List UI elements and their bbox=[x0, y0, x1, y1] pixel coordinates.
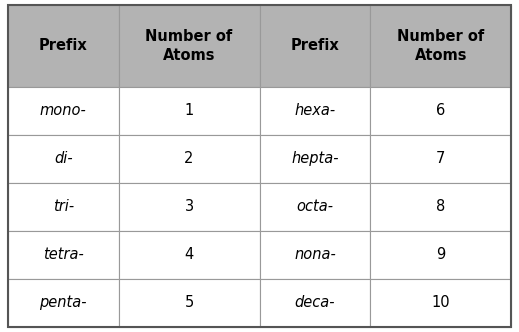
Bar bbox=[118, 279, 260, 327]
Bar bbox=[260, 5, 370, 87]
Text: 4: 4 bbox=[184, 247, 194, 262]
Bar bbox=[260, 135, 370, 183]
Text: 5: 5 bbox=[184, 295, 194, 310]
Text: Number of
Atoms: Number of Atoms bbox=[397, 29, 484, 63]
Text: Number of
Atoms: Number of Atoms bbox=[145, 29, 233, 63]
Text: di-: di- bbox=[54, 151, 73, 166]
Bar bbox=[8, 87, 118, 135]
Bar bbox=[370, 87, 511, 135]
Bar bbox=[118, 231, 260, 279]
Text: 8: 8 bbox=[436, 199, 445, 214]
Bar bbox=[118, 135, 260, 183]
Text: 9: 9 bbox=[436, 247, 445, 262]
Text: 6: 6 bbox=[436, 103, 445, 118]
Text: Prefix: Prefix bbox=[39, 38, 88, 53]
Bar bbox=[260, 183, 370, 231]
Text: 2: 2 bbox=[184, 151, 194, 166]
Bar bbox=[8, 183, 118, 231]
Text: hepta-: hepta- bbox=[291, 151, 338, 166]
Bar bbox=[8, 231, 118, 279]
Text: 1: 1 bbox=[184, 103, 194, 118]
Bar bbox=[370, 231, 511, 279]
Text: 7: 7 bbox=[436, 151, 445, 166]
Bar bbox=[370, 135, 511, 183]
Text: 10: 10 bbox=[431, 295, 450, 310]
Bar bbox=[118, 183, 260, 231]
Bar bbox=[8, 279, 118, 327]
Bar bbox=[118, 87, 260, 135]
Text: 3: 3 bbox=[184, 199, 194, 214]
Bar bbox=[8, 135, 118, 183]
Bar bbox=[370, 183, 511, 231]
Text: Prefix: Prefix bbox=[291, 38, 339, 53]
Bar bbox=[260, 87, 370, 135]
Text: tri-: tri- bbox=[52, 199, 74, 214]
Bar bbox=[260, 279, 370, 327]
Bar bbox=[260, 231, 370, 279]
Bar bbox=[370, 5, 511, 87]
Text: penta-: penta- bbox=[39, 295, 87, 310]
Text: mono-: mono- bbox=[40, 103, 87, 118]
Text: nona-: nona- bbox=[294, 247, 336, 262]
Text: octa-: octa- bbox=[296, 199, 333, 214]
Text: hexa-: hexa- bbox=[294, 103, 335, 118]
Bar bbox=[370, 279, 511, 327]
Bar bbox=[118, 5, 260, 87]
Bar bbox=[8, 5, 118, 87]
Text: deca-: deca- bbox=[295, 295, 335, 310]
Text: tetra-: tetra- bbox=[43, 247, 84, 262]
